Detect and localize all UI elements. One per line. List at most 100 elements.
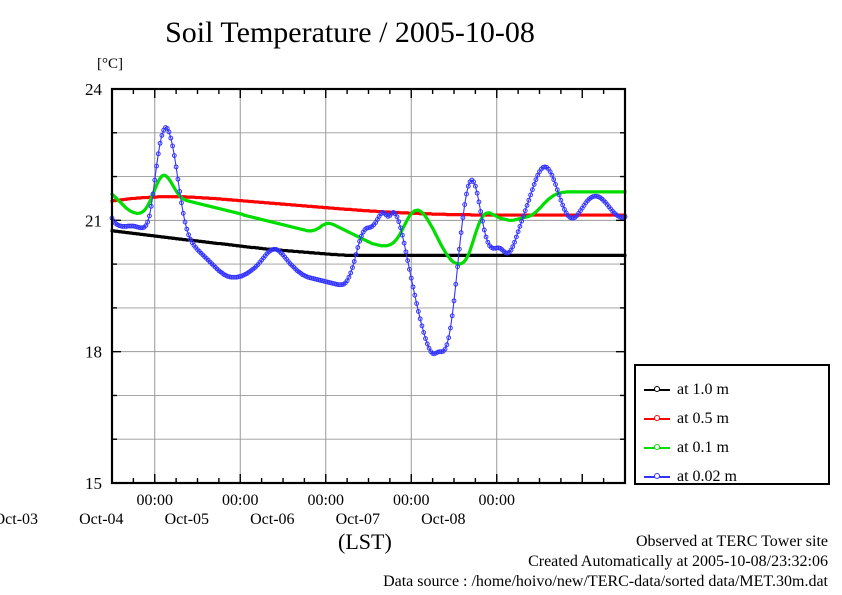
- x-axis-caption: (LST): [338, 529, 392, 554]
- series-marker: [517, 224, 523, 229]
- series-marker: [342, 207, 346, 211]
- series-marker: [452, 253, 456, 257]
- legend-marker-icon: [644, 471, 670, 483]
- series-marker: [171, 153, 177, 158]
- series-marker: [549, 172, 555, 178]
- series-marker: [338, 253, 342, 257]
- series-marker: [598, 213, 602, 217]
- series-marker: [171, 195, 175, 199]
- series-marker: [481, 227, 487, 233]
- series-marker: [413, 209, 417, 213]
- series-marker: [399, 211, 403, 215]
- series-marker: [580, 253, 584, 257]
- series-marker: [192, 200, 196, 204]
- series-marker: [498, 253, 502, 257]
- series-marker: [513, 213, 517, 217]
- legend-marker-icon: [644, 384, 670, 396]
- series-marker: [448, 325, 453, 331]
- series-marker: [117, 199, 121, 203]
- series-marker: [242, 213, 246, 217]
- series-marker: [452, 213, 456, 217]
- series-marker: [131, 196, 135, 200]
- series-marker: [180, 210, 186, 216]
- series-marker: [199, 196, 203, 200]
- series-marker: [602, 213, 606, 217]
- series-marker: [538, 213, 541, 217]
- series-marker: [552, 213, 556, 217]
- series-marker: [235, 244, 239, 248]
- series-marker: [245, 214, 249, 218]
- series-marker: [587, 213, 591, 217]
- series-marker: [370, 242, 374, 246]
- series-marker: [173, 164, 179, 170]
- series-marker: [310, 251, 313, 255]
- series-marker: [253, 200, 256, 204]
- series-marker: [367, 240, 370, 244]
- series-marker: [403, 249, 409, 255]
- series-marker: [605, 190, 609, 194]
- series-marker: [146, 196, 150, 200]
- series-marker: [559, 253, 563, 257]
- series-marker: [324, 222, 328, 226]
- series-marker: [231, 210, 235, 214]
- series-marker: [167, 177, 171, 181]
- series-marker: [470, 213, 474, 217]
- series-marker: [327, 206, 331, 210]
- series-marker: [217, 242, 221, 246]
- series-marker: [408, 275, 414, 281]
- footer-observed-line: Observed at TERC Tower site: [635, 533, 828, 550]
- series-marker: [477, 222, 481, 226]
- series-marker: [516, 213, 520, 217]
- series-marker: [530, 213, 534, 217]
- series-marker: [263, 247, 267, 251]
- series-marker: [391, 253, 395, 257]
- series-marker: [545, 253, 549, 257]
- series-marker: [167, 195, 171, 199]
- series-marker: [249, 215, 253, 219]
- series-marker: [179, 200, 184, 206]
- x-time-label: 00:00: [479, 492, 515, 509]
- legend-item-2[interactable]: at 0.1 m: [644, 438, 729, 458]
- series-marker: [295, 203, 299, 207]
- series-marker: [256, 217, 260, 221]
- x-time-label: 00:00: [222, 492, 258, 509]
- series-marker: [155, 151, 161, 157]
- series-marker: [245, 199, 249, 203]
- series-marker: [619, 253, 623, 257]
- series-marker: [163, 174, 167, 178]
- series-marker: [181, 197, 185, 201]
- series-marker: [228, 198, 232, 202]
- series-marker: [602, 253, 606, 257]
- series-marker: [573, 253, 577, 257]
- series-marker: [231, 198, 235, 202]
- y-tick-label: 18: [85, 343, 102, 362]
- series-marker: [139, 211, 142, 215]
- series-marker: [174, 237, 178, 241]
- series-marker: [395, 253, 399, 257]
- series-marker: [338, 207, 342, 211]
- series-marker: [516, 253, 520, 257]
- series-marker: [143, 223, 149, 228]
- series-marker: [338, 226, 342, 230]
- legend-item-0[interactable]: at 1.0 m: [644, 380, 729, 400]
- series-marker: [324, 206, 328, 210]
- series-marker: [419, 323, 425, 329]
- series-marker: [128, 209, 132, 213]
- series-marker: [121, 203, 125, 207]
- series-marker: [277, 202, 281, 206]
- series-marker: [317, 251, 321, 255]
- x-date-label: Oct-05: [165, 511, 209, 528]
- series-marker: [114, 196, 118, 200]
- series-marker: [358, 233, 364, 239]
- series-marker: [413, 253, 417, 257]
- series-marker: [445, 252, 449, 256]
- legend-item-1[interactable]: at 0.5 m: [644, 409, 729, 429]
- series-marker: [438, 253, 442, 257]
- series-marker: [324, 252, 328, 256]
- series-marker: [481, 253, 484, 257]
- legend-item-3[interactable]: at 0.02 m: [644, 467, 737, 487]
- legend-marker-icon: [644, 442, 670, 454]
- legend-item-label: at 0.1 m: [677, 439, 729, 456]
- series-marker: [196, 201, 199, 205]
- series-marker: [277, 222, 281, 226]
